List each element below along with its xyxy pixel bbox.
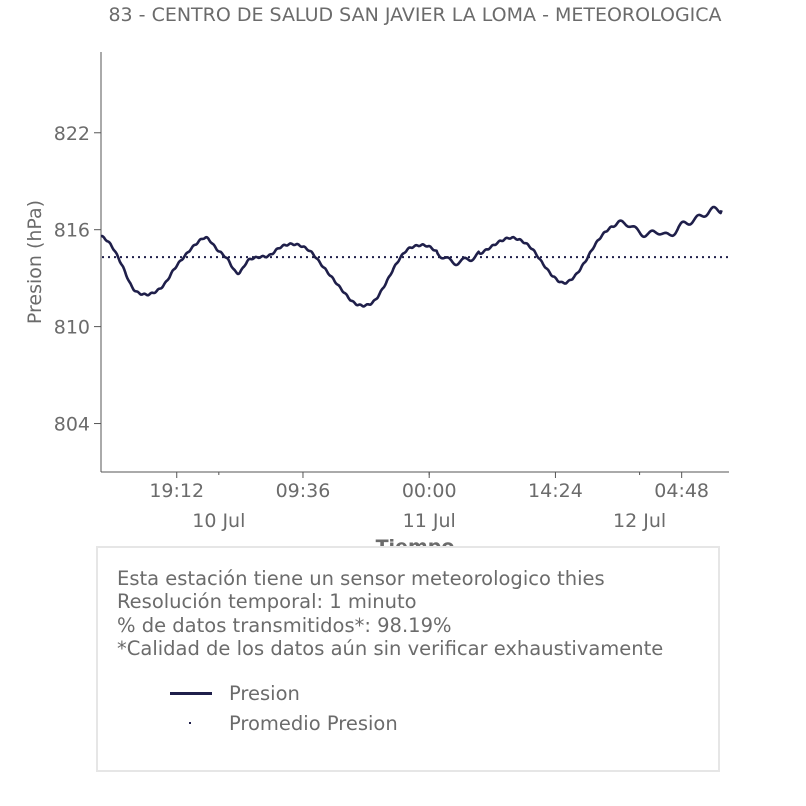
info-line-quality: *Calidad de los datos aún sin verificar … <box>117 636 664 660</box>
info-box: Esta estación tiene un sensor meteorolog… <box>96 546 720 772</box>
legend-label-presion: Presion <box>229 681 300 705</box>
info-line-transmitted: % de datos transmitidos*: 98.19% <box>117 613 452 637</box>
legend: Presion Promedio Presion <box>168 678 398 738</box>
y-tick-label: 816 <box>54 220 90 242</box>
legend-label-promedio: Promedio Presion <box>229 711 398 735</box>
info-line-sensor: Esta estación tiene un sensor meteorolog… <box>117 567 605 590</box>
legend-dot-swatch <box>168 708 213 738</box>
y-ticks: 804 810 816 822 <box>54 123 101 436</box>
y-axis-label: Presion (hPa) <box>24 200 46 324</box>
x-tick-label: 04:48 <box>654 480 709 502</box>
day-tick-label: 10 Jul <box>192 510 245 532</box>
y-tick-label: 804 <box>54 414 90 436</box>
legend-item-promedio: Promedio Presion <box>168 708 398 738</box>
legend-item-presion: Presion <box>168 678 398 708</box>
chart-title: 83 - CENTRO DE SALUD SAN JAVIER LA LOMA … <box>108 4 721 26</box>
legend-line-swatch <box>168 678 213 708</box>
x-ticks: 19:12 09:36 00:00 14:24 04:48 <box>149 472 709 502</box>
day-ticks: 10 Jul 11 Jul 12 Jul <box>192 472 666 532</box>
x-tick-label: 14:24 <box>528 480 583 502</box>
y-tick-label: 810 <box>54 317 90 339</box>
info-lines: Esta estación tiene un sensor meteorolog… <box>117 567 663 660</box>
pressure-series-line <box>100 205 723 308</box>
info-line-resolution: Resolución temporal: 1 minuto <box>117 590 417 614</box>
x-tick-label: 09:36 <box>276 480 331 502</box>
x-tick-label: 00:00 <box>402 480 457 502</box>
day-tick-label: 11 Jul <box>403 510 456 532</box>
day-tick-label: 12 Jul <box>613 510 666 532</box>
x-tick-label: 19:12 <box>149 480 204 502</box>
y-tick-label: 822 <box>54 123 90 145</box>
